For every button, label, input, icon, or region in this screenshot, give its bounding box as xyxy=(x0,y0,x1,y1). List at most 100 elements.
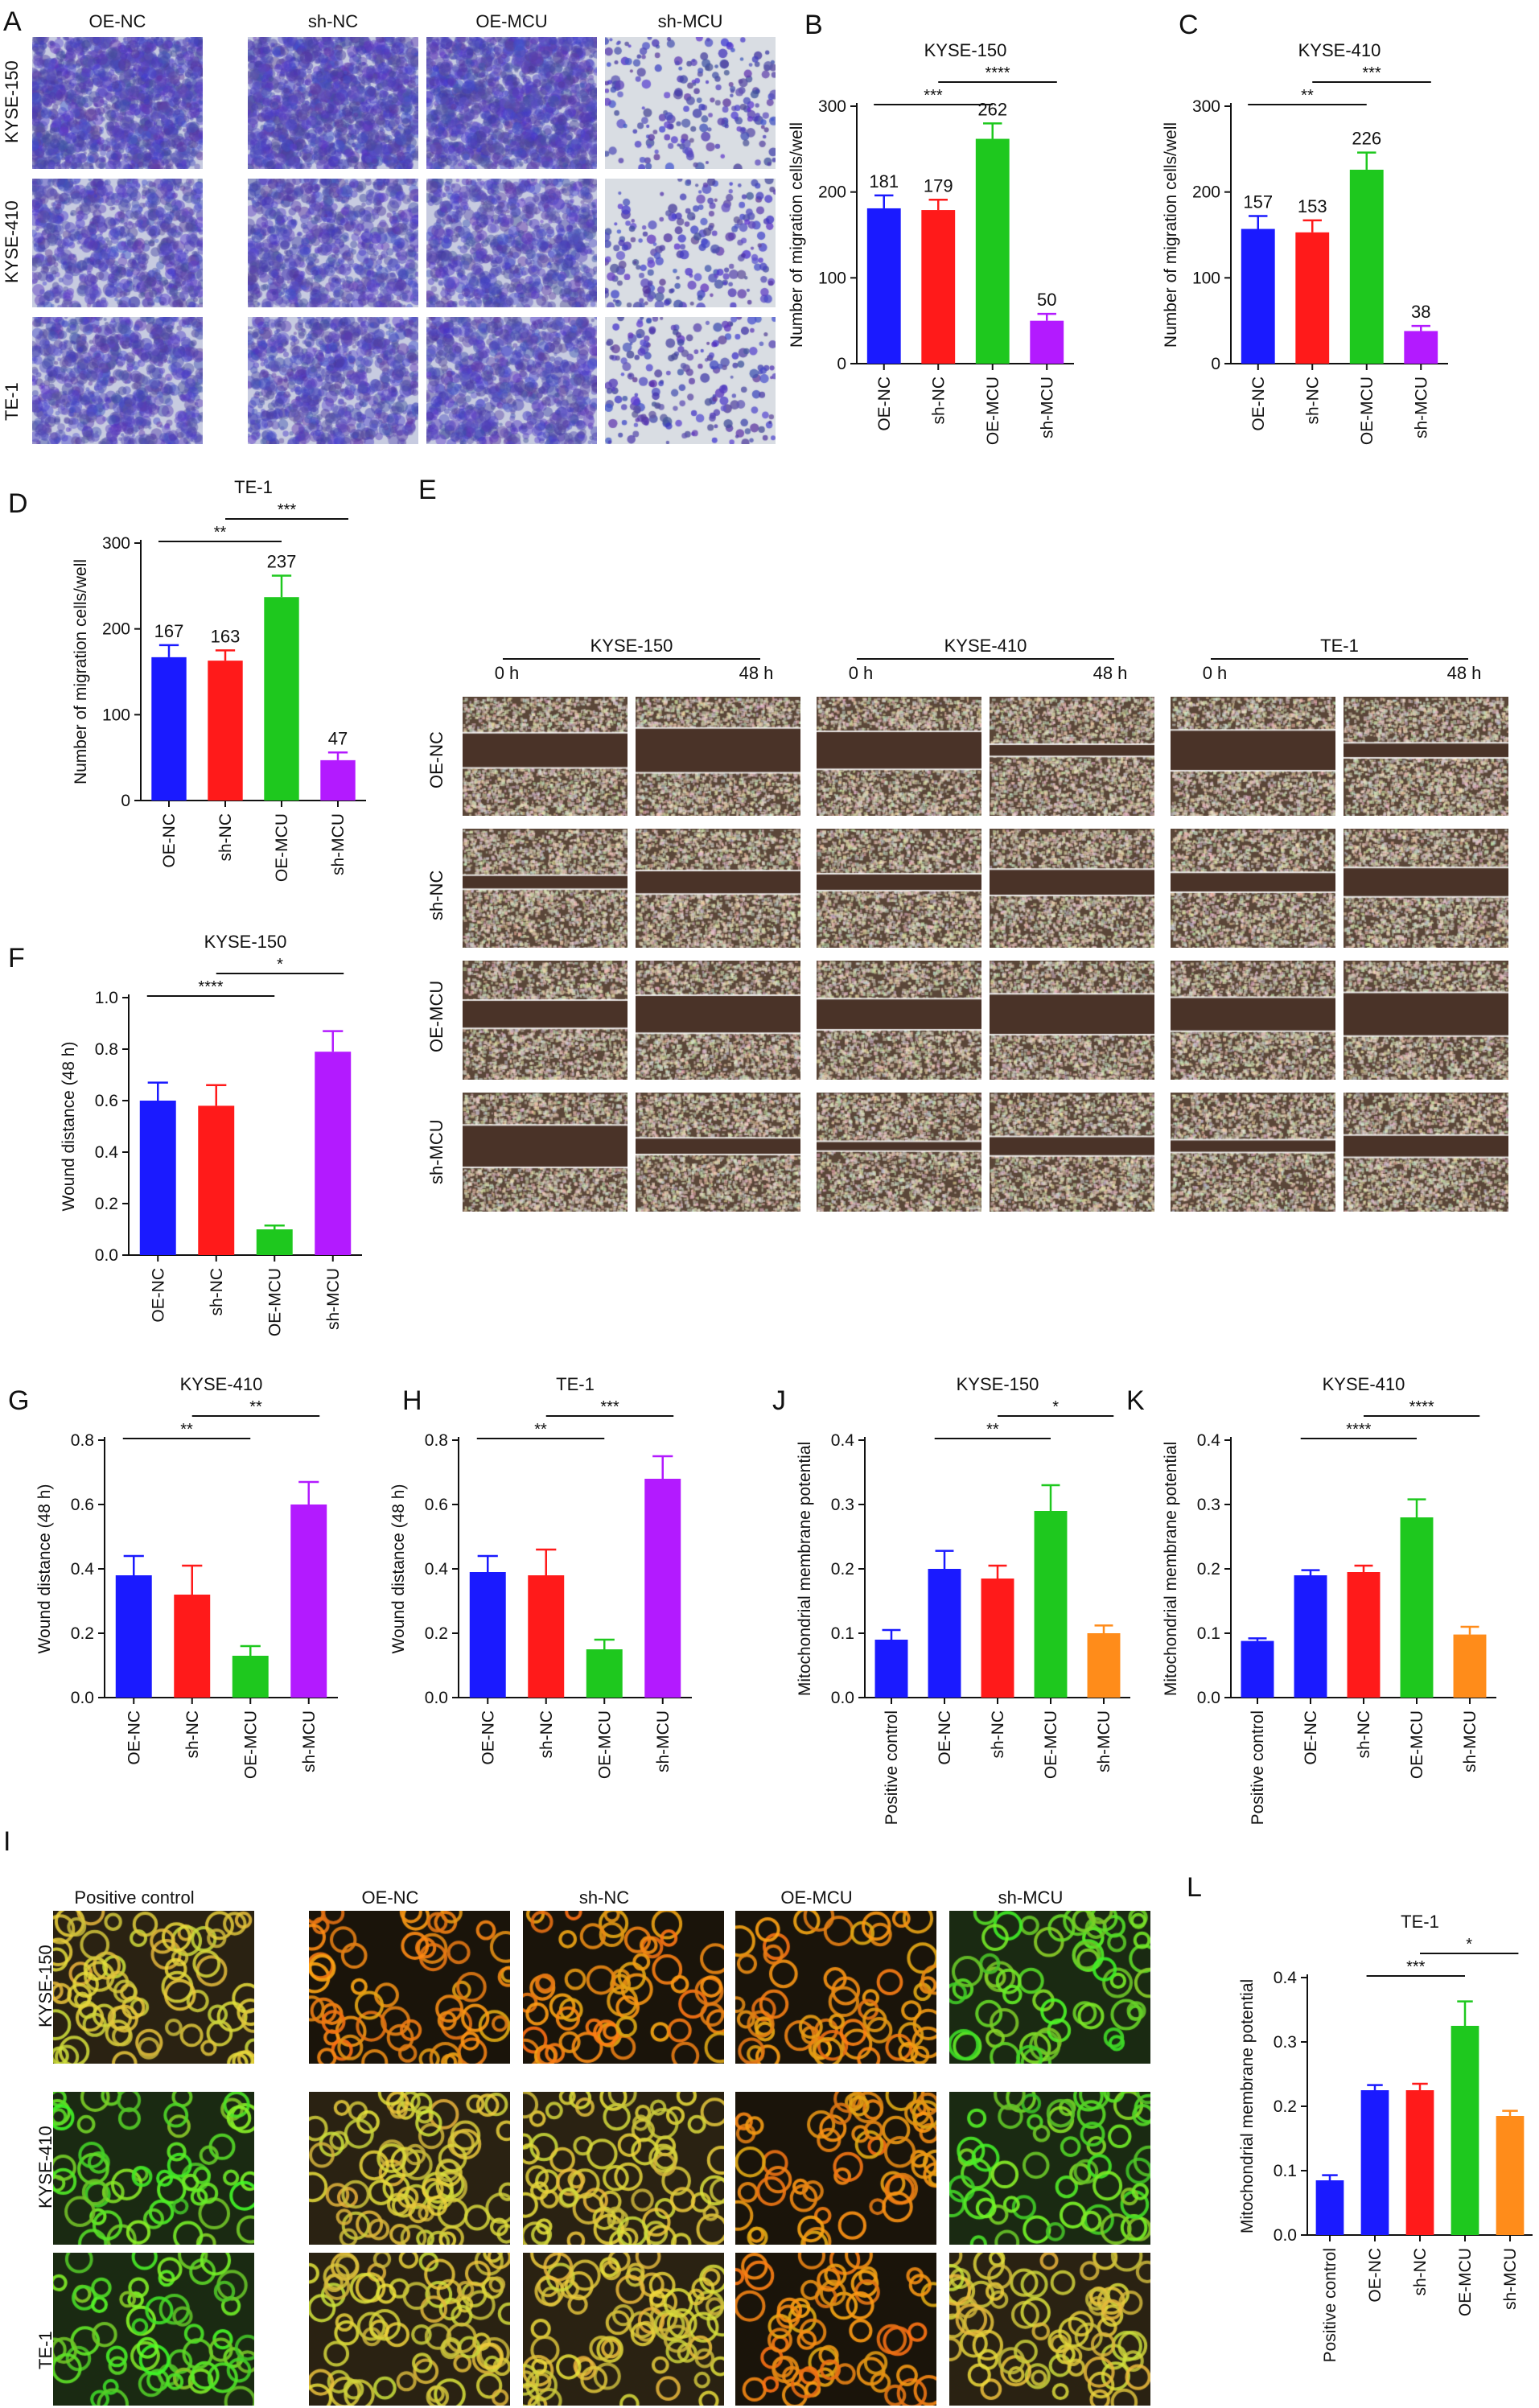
bar-chart-h: H TE-1 0.0 0.2 0.4 0.6 0.8 Wound distance (48 h… xyxy=(389,1374,692,1779)
y-tick-label: 0 xyxy=(1211,355,1220,373)
x-tick-label: OE-MCU xyxy=(1042,1710,1060,1779)
transwell-image xyxy=(32,317,203,444)
y-tick-label: 0.4 xyxy=(1274,1969,1298,1987)
significance-label: *** xyxy=(600,1398,619,1416)
jc1-fluorescence-image xyxy=(949,1911,1150,2064)
wound-healing-image xyxy=(990,1093,1154,1212)
bar-positive-control xyxy=(874,1640,908,1698)
y-tick-label: 0 xyxy=(837,355,846,373)
significance-label: * xyxy=(277,956,283,973)
x-tick-label: OE-MCU xyxy=(273,813,291,882)
value-label: 179 xyxy=(924,175,953,196)
x-tick-label: OE-NC xyxy=(149,1268,167,1323)
bar-chart-f: F KYSE-150 0.0 0.2 0.4 0.6 0.8 1.0 Wound distanc… xyxy=(8,932,362,1336)
y-tick-label: 0.2 xyxy=(1197,1560,1220,1579)
significance-label: * xyxy=(1466,1936,1472,1953)
transwell-image xyxy=(605,179,776,307)
bar-sh-nc xyxy=(208,661,243,801)
y-tick-label: 300 xyxy=(1192,97,1220,116)
wound-healing-image xyxy=(463,697,628,816)
panel-letter: D xyxy=(8,488,28,519)
bar-oe-mcu xyxy=(232,1656,269,1698)
jc1-fluorescence-image xyxy=(949,2092,1150,2245)
x-tick-label: OE-NC xyxy=(1302,1710,1320,1765)
panel-letter-a: A xyxy=(3,6,22,37)
panel-i-col-label: OE-MCU xyxy=(780,1887,853,1908)
y-axis-label: Mitochondrial membrane potential xyxy=(796,1442,814,1696)
wound-healing-image xyxy=(463,961,628,1080)
y-tick-label: 0.6 xyxy=(95,1092,118,1110)
value-label: 153 xyxy=(1298,196,1327,216)
significance-label: *** xyxy=(278,501,297,519)
y-tick-label: 0.2 xyxy=(1274,2097,1297,2116)
bar-oe-mcu xyxy=(256,1229,293,1255)
bar-oe-mcu xyxy=(264,597,299,801)
y-tick-label: 0.8 xyxy=(425,1431,448,1450)
bar-oe-mcu xyxy=(975,138,1010,364)
bar-sh-mcu xyxy=(1404,331,1438,364)
transwell-image xyxy=(605,317,776,444)
y-tick-label: 300 xyxy=(818,97,846,116)
chart-title: KYSE-410 xyxy=(1323,1374,1405,1394)
wound-healing-image xyxy=(636,1093,800,1212)
panel-a-row-label: KYSE-150 xyxy=(2,60,22,143)
transwell-image xyxy=(248,317,418,444)
bar-oe-nc xyxy=(1294,1575,1327,1698)
bar-chart-d: D TE-1 0 100 200 300 Number of migration cells… xyxy=(8,477,366,882)
x-tick-label: OE-MCU xyxy=(1358,377,1376,445)
panel-e-group-label: KYSE-150 xyxy=(590,636,673,656)
y-axis-label: Wound distance (48 h) xyxy=(60,1042,78,1212)
wound-healing-image xyxy=(1344,829,1508,948)
significance-label: * xyxy=(1052,1398,1059,1416)
panel-letter-e: E xyxy=(418,475,437,505)
panel-e-group-rule xyxy=(503,658,760,660)
x-tick-label: OE-MCU xyxy=(1456,2248,1475,2316)
panel-e-row-label: sh-MCU xyxy=(426,1119,446,1184)
y-tick-label: 100 xyxy=(102,706,130,724)
bar-sh-mcu xyxy=(1030,320,1064,364)
jc1-fluorescence-image xyxy=(735,2092,936,2245)
panel-letter: K xyxy=(1126,1385,1145,1416)
panel-a-row-label: TE-1 xyxy=(2,382,22,421)
jc1-fluorescence-image xyxy=(523,2092,724,2245)
wound-healing-image xyxy=(1171,829,1335,948)
panel-i-col-label: sh-MCU xyxy=(998,1887,1064,1908)
panel-e-time-label: 48 h xyxy=(739,663,774,683)
x-tick-label: OE-NC xyxy=(1249,377,1268,431)
bar-positive-control xyxy=(1241,1640,1274,1698)
x-tick-label: sh-MCU xyxy=(1501,2248,1520,2310)
bar-oe-nc xyxy=(1360,2090,1389,2235)
chart-title: KYSE-150 xyxy=(957,1374,1039,1394)
wound-healing-image xyxy=(1171,1093,1335,1212)
y-tick-label: 0.1 xyxy=(1197,1624,1220,1643)
chart-title: KYSE-150 xyxy=(924,40,1007,60)
bar-sh-nc xyxy=(528,1575,565,1698)
value-label: 226 xyxy=(1352,129,1381,149)
panel-e-time-label: 0 h xyxy=(494,663,520,683)
y-tick-label: 0.0 xyxy=(1274,2226,1297,2245)
y-tick-label: 0.0 xyxy=(1197,1689,1220,1707)
x-tick-label: sh-MCU xyxy=(1095,1710,1113,1772)
wound-healing-image xyxy=(1344,961,1508,1080)
transwell-image xyxy=(605,37,776,169)
x-tick-label: sh-MCU xyxy=(329,813,348,875)
bar-sh-nc xyxy=(174,1595,211,1698)
value-label: 38 xyxy=(1411,302,1430,322)
wound-healing-image xyxy=(990,961,1154,1080)
panel-letter: B xyxy=(804,10,823,40)
panel-i-col-label: OE-NC xyxy=(361,1887,419,1908)
wound-healing-image xyxy=(636,961,800,1080)
x-tick-label: sh-NC xyxy=(1303,377,1322,425)
y-tick-label: 0.0 xyxy=(831,1689,854,1707)
bar-oe-nc xyxy=(115,1575,152,1698)
x-tick-label: sh-NC xyxy=(216,813,235,862)
transwell-image xyxy=(248,37,418,169)
panel-e-group-rule xyxy=(857,658,1114,660)
y-tick-label: 0.6 xyxy=(71,1496,94,1514)
wound-healing-image xyxy=(817,961,981,1080)
x-tick-label: sh-MCU xyxy=(324,1268,343,1330)
x-tick-label: sh-NC xyxy=(537,1710,556,1759)
x-tick-label: sh-MCU xyxy=(300,1710,319,1772)
transwell-image xyxy=(248,179,418,307)
y-axis-label: Number of migration cells/well xyxy=(72,559,90,784)
